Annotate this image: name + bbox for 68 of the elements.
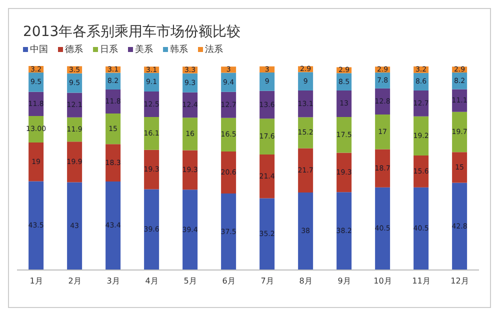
- bar: [336, 152, 352, 192]
- bar: [414, 116, 429, 156]
- x-tick-label: 10月: [374, 276, 392, 286]
- bar: [298, 148, 314, 192]
- bar: [375, 114, 390, 150]
- bar: [452, 72, 468, 90]
- bar: [182, 150, 198, 190]
- bar: [452, 89, 468, 112]
- bar: [260, 118, 275, 155]
- bar: [67, 142, 82, 182]
- bar: [452, 112, 468, 152]
- bar: [106, 181, 121, 270]
- bar: [28, 181, 44, 270]
- x-tick-label: 4月: [145, 276, 158, 286]
- bar: [144, 117, 160, 150]
- bar: [375, 149, 390, 188]
- bar: [182, 118, 198, 150]
- bar: [298, 192, 314, 270]
- legend-label: 法系: [205, 44, 223, 56]
- x-tick-label: 9月: [338, 276, 351, 286]
- bar: [221, 72, 236, 92]
- x-tick-label: 11月: [412, 276, 430, 286]
- bar: [221, 194, 236, 270]
- legend-label: 德系: [65, 44, 83, 56]
- x-tick-label: 12月: [450, 276, 469, 286]
- x-tick-label: 8月: [299, 276, 312, 286]
- bar: [414, 187, 429, 270]
- x-tick-label: 2月: [68, 276, 82, 286]
- legend-label: 中国: [30, 44, 48, 56]
- bar: [28, 72, 44, 92]
- x-tick-label: 6月: [222, 276, 236, 286]
- chart-title: 2013年各系别乘用车市场份额比较: [22, 23, 242, 41]
- bar: [144, 92, 160, 117]
- bar: [144, 189, 160, 270]
- bar: [298, 90, 314, 118]
- legend-label: 美系: [135, 44, 153, 56]
- bar: [452, 182, 468, 270]
- x-tick-label: 1月: [30, 276, 43, 286]
- bar: [106, 72, 121, 90]
- bar: [28, 142, 44, 182]
- bar: [452, 152, 468, 183]
- bar: [336, 117, 352, 153]
- bar: [221, 151, 236, 194]
- bar: [221, 118, 236, 152]
- bar: [182, 190, 198, 270]
- bar: [336, 192, 352, 270]
- bar: [144, 150, 160, 190]
- bar: [67, 182, 82, 270]
- bar: [260, 198, 275, 270]
- bar: [106, 144, 121, 182]
- bar: [375, 187, 390, 270]
- legend-label: 韩系: [170, 44, 188, 56]
- bar: [298, 117, 314, 148]
- bar: [414, 90, 429, 116]
- bar: [336, 90, 352, 117]
- bar: [414, 156, 429, 188]
- bar: [260, 154, 275, 198]
- x-tick-label: 7月: [260, 276, 274, 286]
- legend-label: 日系: [100, 44, 118, 56]
- x-tick-label: 5月: [184, 276, 197, 286]
- bar: [106, 114, 121, 144]
- x-tick-label: 3月: [106, 276, 120, 286]
- bar: [260, 72, 275, 91]
- bar: [298, 72, 314, 90]
- bar: [144, 72, 160, 92]
- bar: [67, 92, 82, 118]
- bar: [221, 92, 236, 118]
- bar: [182, 73, 198, 92]
